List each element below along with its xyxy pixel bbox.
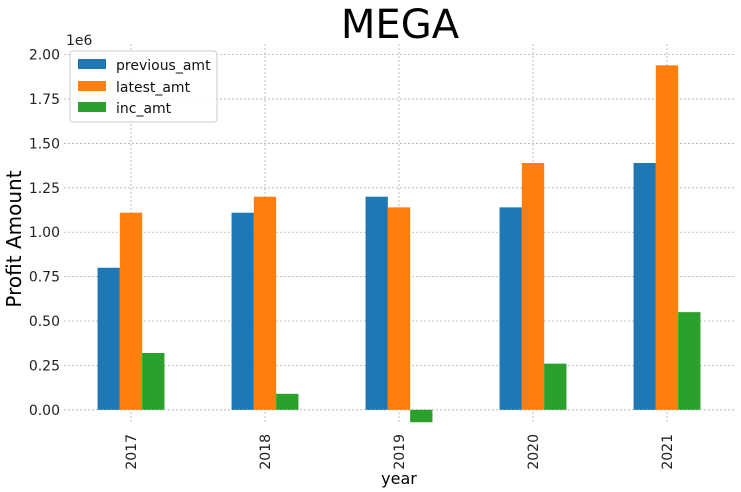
bar-latest-amt (119, 212, 143, 410)
bar-inc-amt (142, 352, 165, 410)
y-tick-labels: 0.00 0.25 0.50 0.75 1.00 1.25 1.50 1.75 2.00 (29, 48, 60, 419)
legend-swatch-previous-amt (78, 59, 106, 69)
bar-inc-amt (678, 312, 701, 410)
legend-swatch-latest-amt (78, 81, 106, 91)
legend-swatch-inc-amt (78, 102, 106, 112)
bar-latest-amt (253, 196, 277, 410)
y-tick-label: 1.00 (29, 225, 60, 241)
x-tick-label: 2017 (124, 434, 140, 470)
bars-group (97, 65, 701, 423)
bar-inc-amt (544, 363, 567, 410)
legend-label-latest-amt: latest_amt (116, 80, 191, 96)
legend-label-inc-amt: inc_amt (116, 101, 172, 117)
y-tick-label: 1.75 (29, 92, 60, 108)
y-tick-label: 0.50 (29, 314, 60, 330)
bar-previous-amt (365, 196, 388, 410)
bar-previous-amt (231, 212, 254, 410)
bar-latest-amt (387, 207, 411, 410)
x-tick-label: 2019 (392, 434, 408, 470)
bar-previous-amt (633, 162, 656, 410)
y-offset-text: 1e6 (66, 33, 93, 49)
y-tick-label: 2.00 (29, 48, 60, 64)
chart-title: MEGA (341, 2, 460, 48)
y-tick-label: 0.75 (29, 270, 60, 286)
y-tick-label: 0.25 (29, 358, 60, 374)
bar-latest-amt (521, 162, 545, 410)
legend: previous_amt latest_amt inc_amt (69, 50, 218, 123)
x-axis-label: year (381, 469, 417, 488)
bar-latest-amt (655, 65, 679, 410)
y-tick-label: 0.00 (29, 403, 60, 419)
y-tick-label: 1.25 (29, 181, 60, 197)
legend-label-previous-amt: previous_amt (116, 58, 211, 74)
bar-previous-amt (499, 207, 522, 410)
y-tick-label: 1.50 (29, 136, 60, 152)
x-tick-label: 2020 (526, 434, 542, 470)
y-axis-label: Profit Amount (2, 170, 26, 307)
bar-inc-amt (276, 393, 299, 410)
legend-box (69, 50, 218, 123)
x-tick-label: 2021 (660, 434, 676, 470)
x-tick-label: 2018 (258, 434, 274, 470)
bar-inc-amt (410, 409, 433, 423)
x-tick-labels: 2017 2018 2019 2020 2021 (124, 434, 676, 470)
bar-previous-amt (97, 267, 120, 410)
